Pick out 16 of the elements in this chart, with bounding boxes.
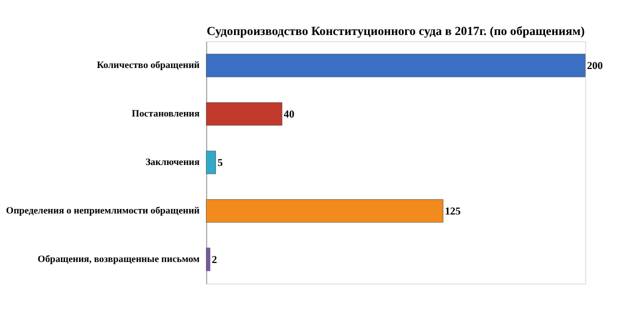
y-tick-label: Количество обращений	[96, 60, 200, 72]
data-label: 5	[217, 158, 223, 169]
y-tick-label: Обращения, возвращенные письмом	[38, 254, 200, 266]
data-label: 2	[212, 254, 218, 266]
y-tick-label: Заключения	[145, 157, 200, 168]
bar	[206, 248, 210, 272]
chart-title: Судопроизводство Конституционного суда в 2017г. (по обращениям)	[206, 24, 585, 38]
bar	[206, 150, 216, 174]
bar	[206, 102, 282, 126]
bar	[206, 199, 444, 223]
y-tick-label: Определения о неприемлимости обращений	[6, 206, 200, 217]
bar	[206, 54, 586, 78]
data-label: 125	[444, 206, 461, 218]
y-tick-label: Постановления	[132, 108, 200, 120]
data-label: 200	[586, 61, 603, 72]
data-label: 40	[284, 109, 294, 120]
